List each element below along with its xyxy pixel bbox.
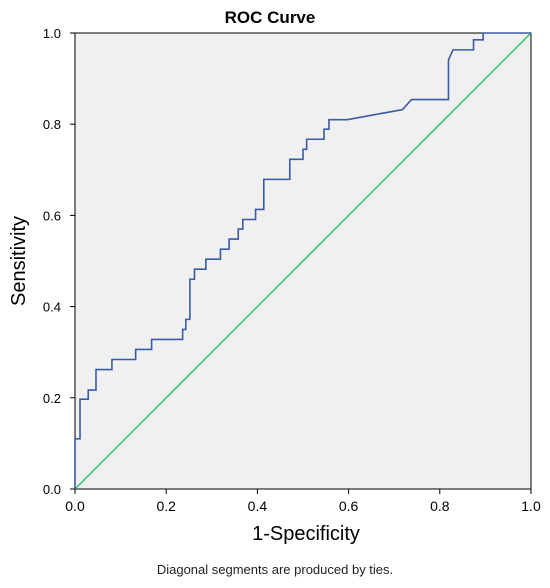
y-tick-label: 0.2: [43, 391, 61, 406]
x-tick-label: 0.4: [248, 498, 268, 514]
x-tick-label: 0.2: [156, 498, 176, 514]
roc-chart: 0.0 0.2 0.4 0.6 0.8 1.0 0.0 0.2 0.4 0.6 0.8 1.0 RO…: [8, 8, 541, 545]
roc-curve-line: [74, 32, 531, 489]
y-tick-label: 0.0: [43, 482, 61, 497]
chart-title: ROC Curve: [225, 8, 316, 27]
x-tick-label: 0.8: [430, 498, 450, 514]
y-tick-label: 0.4: [43, 300, 61, 315]
x-tick-label: 1.0: [521, 498, 541, 514]
x-axis: 0.0 0.2 0.4 0.6 0.8 1.0: [65, 489, 541, 514]
y-tick-label: 1.0: [43, 26, 61, 41]
x-tick-label: 0.0: [65, 498, 85, 514]
x-axis-label: 1-Specificity: [252, 523, 360, 545]
reference-line-layer: [74, 32, 532, 490]
roc-curve-layer: [74, 32, 531, 489]
y-tick-label: 0.6: [43, 208, 61, 223]
x-tick-label: 0.6: [339, 498, 359, 514]
y-axis: 0.0 0.2 0.4 0.6 0.8 1.0: [43, 26, 75, 497]
reference-diagonal-line: [74, 32, 532, 490]
footnote-caption: Diagonal segments are produced by ties.: [156, 562, 394, 577]
y-tick-label: 0.8: [43, 117, 61, 132]
y-axis-label: Sensitivity: [8, 216, 30, 306]
